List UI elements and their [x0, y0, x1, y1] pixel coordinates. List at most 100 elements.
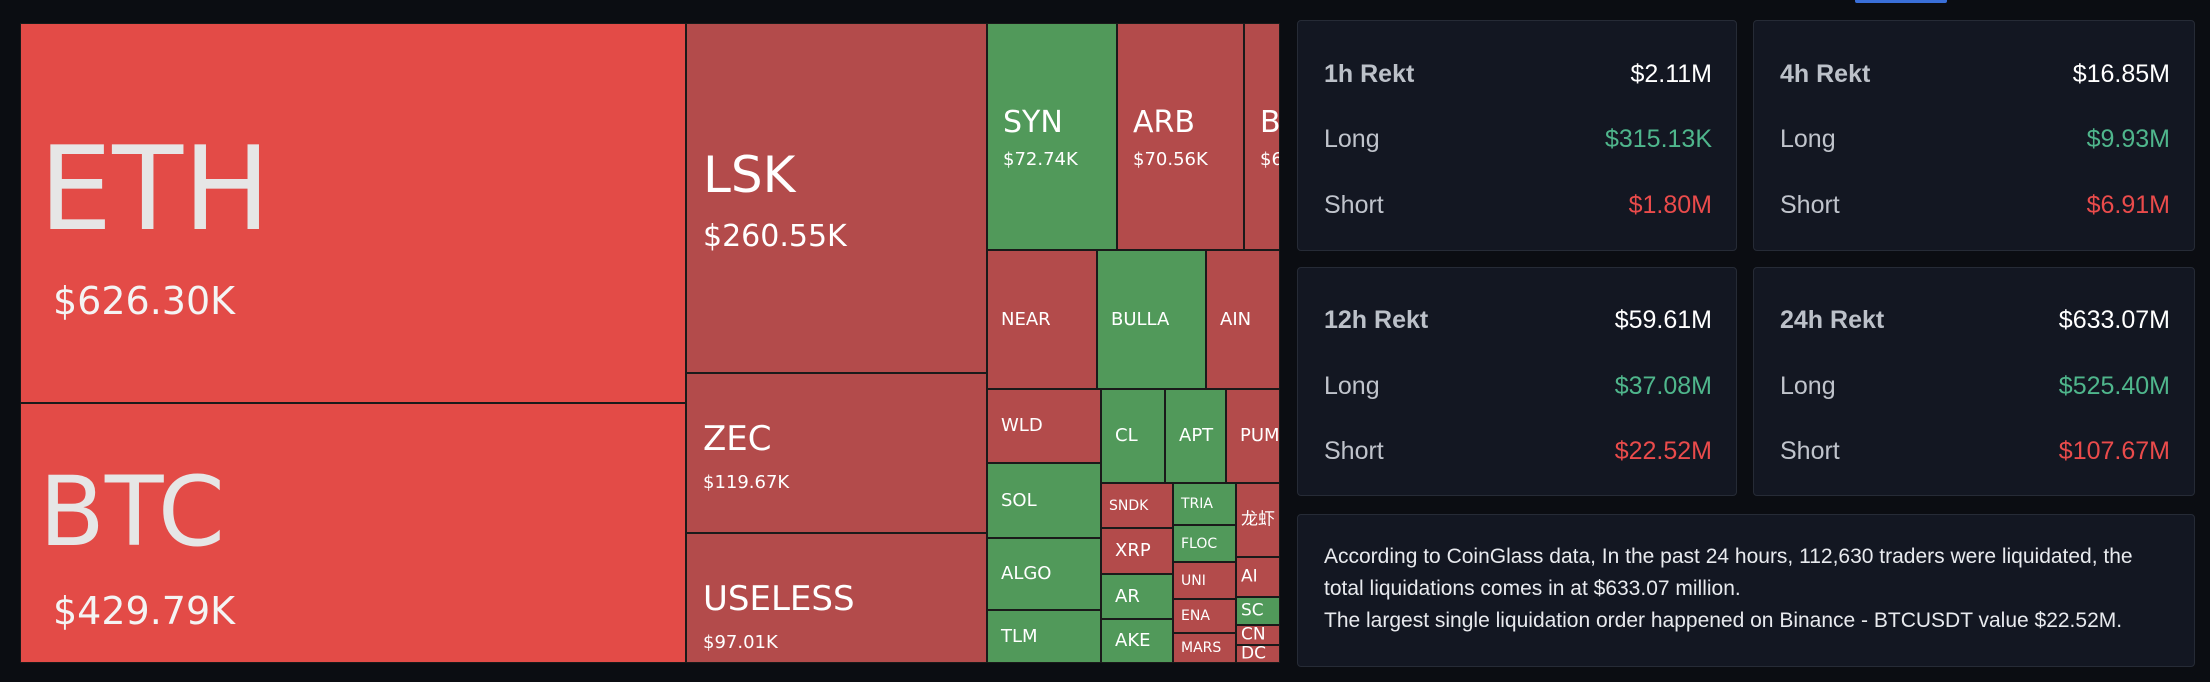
card-total: $59.61M: [1614, 306, 1712, 334]
tile-tria[interactable]: TRIA: [1173, 483, 1236, 525]
tile-ain[interactable]: AIN: [1206, 250, 1280, 389]
tile-symbol: ETH: [39, 122, 271, 257]
tile-symbol: NEAR: [1001, 308, 1051, 330]
card-total: $16.85M: [2072, 60, 2170, 88]
top-accent-bar: [1855, 0, 1947, 3]
tile-arb[interactable]: ARB $70.56K: [1117, 23, 1244, 250]
tile-cl[interactable]: CL: [1101, 389, 1165, 483]
short-label: Short: [1324, 437, 1384, 465]
tile-symbol: UNI: [1181, 572, 1206, 589]
tile-dc[interactable]: DC: [1236, 645, 1280, 663]
card-1h-rekt: 1h Rekt $2.11M Long $315.13K Short $1.80M: [1297, 20, 1737, 251]
tile-value: $72.74K: [1003, 149, 1078, 170]
tile-value: $6: [1260, 149, 1279, 170]
tile-cn[interactable]: CN: [1236, 625, 1280, 645]
long-value: $37.08M: [1614, 372, 1712, 400]
tile-tlm[interactable]: TLM: [987, 610, 1101, 663]
tile-symbol: ENA: [1181, 608, 1210, 624]
tile-symbol: DC: [1241, 645, 1266, 663]
summary-line-1: According to CoinGlass data, In the past…: [1324, 545, 2133, 600]
tile-symbol: TRIA: [1181, 496, 1213, 512]
tile-symbol: SC: [1241, 600, 1264, 621]
tile-value: $260.55K: [703, 219, 847, 254]
tile-symbol: SNDK: [1109, 497, 1149, 514]
tile-symbol: BTC: [39, 456, 225, 568]
tile-symbol: AIN: [1220, 308, 1252, 330]
short-label: Short: [1780, 437, 1840, 465]
short-label: Short: [1780, 191, 1840, 219]
tile-symbol: ARB: [1133, 105, 1195, 140]
tile-symbol: CN: [1241, 625, 1266, 645]
long-value: $315.13K: [1604, 125, 1712, 153]
tile-symbol: B: [1260, 105, 1280, 140]
tile-wld[interactable]: WLD: [987, 389, 1101, 463]
tile-sol[interactable]: SOL: [987, 463, 1101, 538]
short-label: Short: [1324, 191, 1384, 219]
tile-apt[interactable]: APT: [1165, 389, 1226, 483]
tile-ake[interactable]: AKE: [1101, 619, 1173, 663]
short-value: $107.67M: [2058, 437, 2170, 465]
tile-b[interactable]: B $6: [1244, 23, 1280, 250]
tile-syn[interactable]: SYN $72.74K: [987, 23, 1117, 250]
card-total: $633.07M: [2058, 306, 2170, 334]
short-value: $1.80M: [1628, 191, 1712, 219]
card-total: $2.11M: [1630, 60, 1712, 88]
card-title: 1h Rekt: [1324, 60, 1415, 88]
tile-symbol: APT: [1179, 425, 1214, 446]
tile-pum[interactable]: PUM: [1226, 389, 1280, 483]
long-label: Long: [1324, 372, 1380, 400]
tile-symbol: USELESS: [703, 579, 855, 619]
tile-near[interactable]: NEAR: [987, 250, 1097, 389]
tile-value: $97.01K: [703, 632, 778, 653]
tile-symbol: AKE: [1115, 630, 1151, 651]
tile-mars[interactable]: MARS: [1173, 633, 1236, 663]
long-label: Long: [1780, 125, 1836, 153]
liquidation-summary: According to CoinGlass data, In the past…: [1297, 514, 2195, 667]
tile-symbol: TLM: [1001, 625, 1038, 647]
long-label: Long: [1324, 125, 1380, 153]
tile-floc[interactable]: FLOC: [1173, 525, 1236, 562]
tile-symbol: LSK: [703, 146, 796, 204]
long-label: Long: [1780, 372, 1836, 400]
tile-sc[interactable]: SC: [1236, 597, 1280, 625]
tile-symbol: AI: [1241, 566, 1258, 587]
liquidation-treemap: ETH $626.30K BTC $429.79K LSK $260.55K ZEC $119…: [20, 23, 1280, 663]
tile-value: $626.30K: [53, 279, 236, 323]
tile-zec[interactable]: ZEC $119.67K: [686, 373, 987, 533]
long-value: $9.93M: [2086, 125, 2170, 153]
tile-bulla[interactable]: BULLA: [1097, 250, 1206, 389]
tile-symbol: AR: [1115, 585, 1140, 607]
card-title: 4h Rekt: [1780, 60, 1871, 88]
tile-eth[interactable]: ETH $626.30K: [20, 23, 686, 403]
tile-btc[interactable]: BTC $429.79K: [20, 403, 686, 663]
tile-symbol: FLOC: [1181, 535, 1218, 552]
tile-value: $119.67K: [703, 472, 790, 493]
tile-symbol: 龙虾: [1241, 509, 1275, 530]
tile-ar[interactable]: AR: [1101, 574, 1173, 619]
summary-line-2: The largest single liquidation order hap…: [1324, 609, 2123, 632]
tile-symbol: WLD: [1001, 415, 1043, 436]
tile-uni[interactable]: UNI: [1173, 562, 1236, 599]
short-value: $6.91M: [2086, 191, 2170, 219]
tile-xrp[interactable]: XRP: [1101, 528, 1173, 574]
tile-sndk[interactable]: SNDK: [1101, 483, 1173, 528]
tile-algo[interactable]: ALGO: [987, 538, 1101, 610]
tile-useless[interactable]: USELESS $97.01K: [686, 533, 987, 663]
card-title: 24h Rekt: [1780, 306, 1885, 334]
card-12h-rekt: 12h Rekt $59.61M Long $37.08M Short $22.52M: [1297, 267, 1737, 496]
tile-ena[interactable]: ENA: [1173, 599, 1236, 633]
card-title: 12h Rekt: [1324, 306, 1429, 334]
tile-symbol: SYN: [1003, 105, 1063, 140]
tile-ai[interactable]: AI: [1236, 557, 1280, 597]
tile-lsk[interactable]: LSK $260.55K: [686, 23, 987, 373]
tile-symbol: CL: [1115, 425, 1138, 446]
tile-symbol: XRP: [1115, 540, 1151, 561]
tile-value: $429.79K: [53, 589, 236, 633]
tile-symbol: MARS: [1181, 640, 1222, 656]
long-value: $525.40M: [2058, 372, 2170, 400]
short-value: $22.52M: [1614, 437, 1712, 465]
tile-long-shrimp[interactable]: 龙虾: [1236, 483, 1280, 557]
tile-symbol: PUM: [1240, 425, 1280, 446]
card-24h-rekt: 24h Rekt $633.07M Long $525.40M Short $107.…: [1753, 267, 2195, 496]
tile-symbol: SOL: [1001, 489, 1037, 511]
